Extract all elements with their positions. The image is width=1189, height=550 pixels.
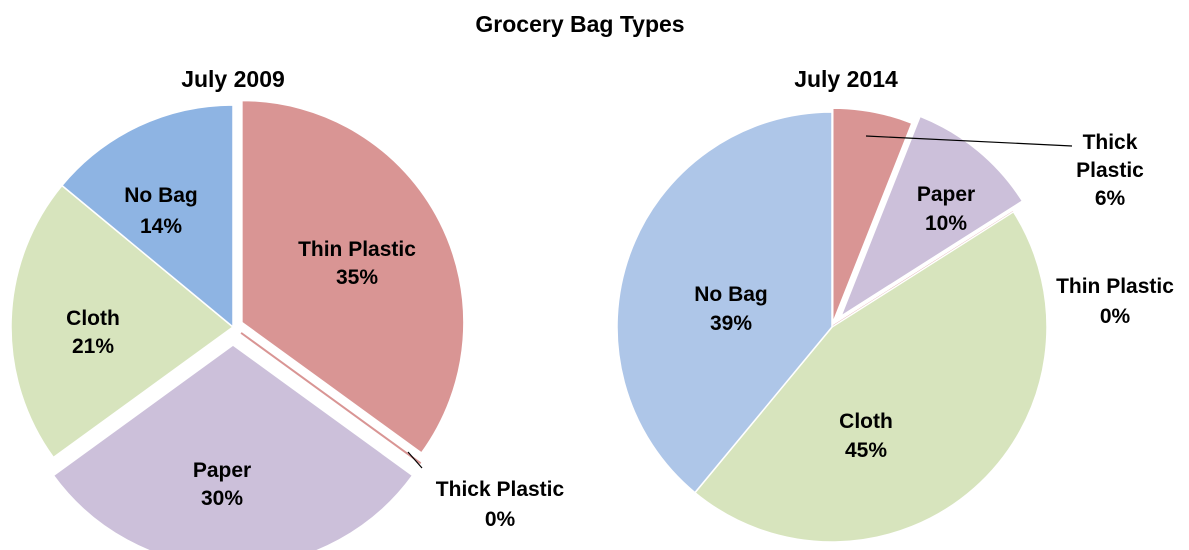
pie-2009-slice-thick-plastic bbox=[240, 332, 422, 465]
label-2009-cloth-name: Cloth bbox=[66, 307, 120, 330]
leader-line-thick-plastic-2014 bbox=[865, 135, 1073, 147]
label-2009-thick-plastic-value: 0% bbox=[485, 508, 516, 531]
label-2009-no-bag-name: No Bag bbox=[124, 184, 198, 207]
pie-2014-slice-cloth bbox=[693, 210, 1048, 543]
label-2009-thick-plastic-name: Thick Plastic bbox=[436, 478, 565, 501]
label-2014-thick-plastic-name-line1: Thick bbox=[1083, 131, 1138, 154]
label-2009-paper-name: Paper bbox=[193, 459, 251, 482]
label-2014-thick-plastic-value: 6% bbox=[1095, 187, 1126, 210]
pie-2009-slice-thin-plastic bbox=[241, 99, 465, 454]
label-2014-cloth-name: Cloth bbox=[839, 410, 893, 433]
label-2014-thin-plastic-value: 0% bbox=[1100, 305, 1131, 328]
label-2014-thick-plastic-name-line2: Plastic bbox=[1076, 159, 1144, 182]
pie-2014-slice-thick-plastic bbox=[832, 107, 913, 324]
label-2009-cloth-value: 21% bbox=[72, 335, 114, 358]
pie-2009-slice-paper bbox=[52, 344, 414, 550]
label-2014-thin-plastic-name: Thin Plastic bbox=[1056, 275, 1174, 298]
pie-2014-slice-no-bag bbox=[616, 111, 833, 494]
label-2009-paper-value: 30% bbox=[201, 487, 243, 510]
label-2009-no-bag-value: 14% bbox=[140, 215, 182, 238]
label-2014-paper-value: 10% bbox=[925, 212, 967, 235]
pie-2009-slice-cloth bbox=[10, 184, 235, 459]
label-2014-paper-name: Paper bbox=[917, 183, 975, 206]
chart-title: Grocery Bag Types bbox=[475, 11, 684, 37]
pie-2009: July 2009 Thin Plastic 35% Thick Plastic… bbox=[10, 66, 565, 550]
label-2014-no-bag-value: 39% bbox=[710, 312, 752, 335]
label-2009-thin-plastic-value: 35% bbox=[336, 266, 378, 289]
leader-line-thick-plastic-2009 bbox=[407, 451, 423, 469]
label-2014-no-bag-name: No Bag bbox=[694, 283, 768, 306]
pie-2009-slice-no-bag bbox=[60, 104, 234, 329]
pie-2014: July 2014 Thick Plastic 6% Paper 10% Thi… bbox=[616, 66, 1174, 543]
label-2009-thin-plastic-name: Thin Plastic bbox=[298, 238, 416, 261]
pie-2014-title: July 2014 bbox=[794, 66, 898, 92]
label-2014-cloth-value: 45% bbox=[845, 439, 887, 462]
pie-2009-title: July 2009 bbox=[181, 66, 285, 92]
pie-2014-slice-paper bbox=[839, 115, 1024, 319]
